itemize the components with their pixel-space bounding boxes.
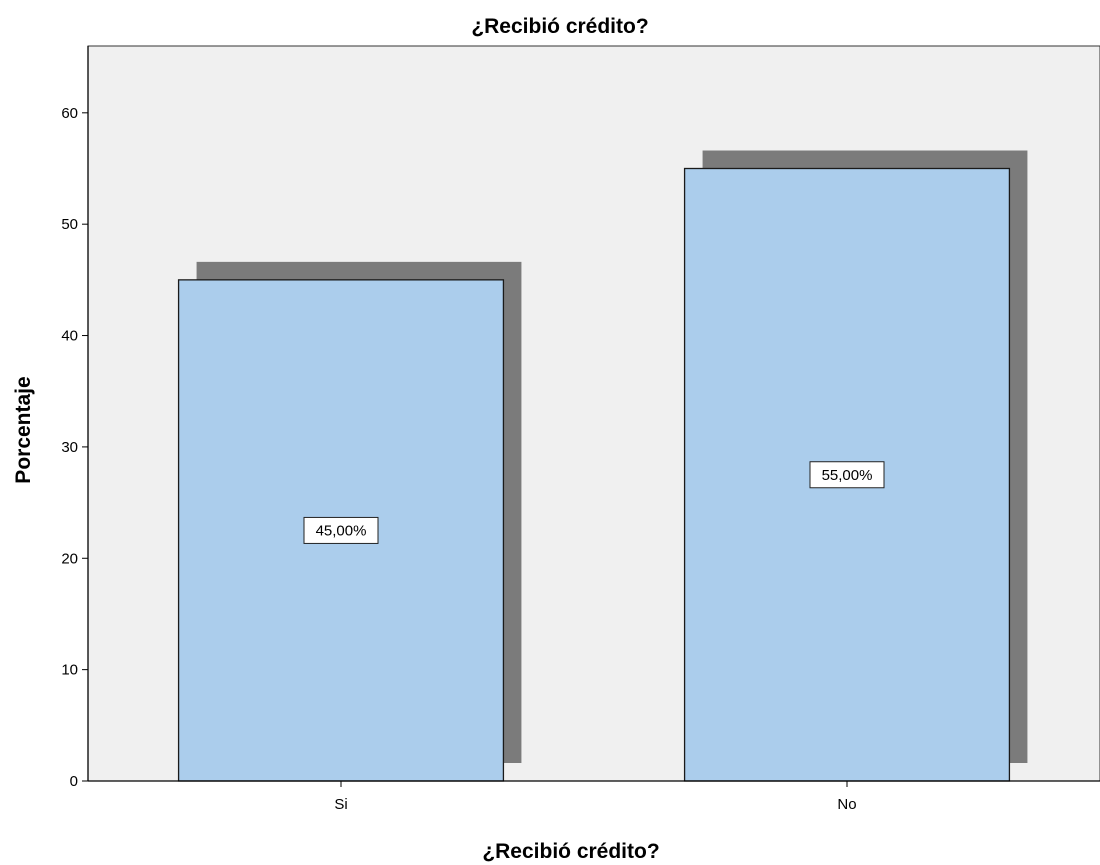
x-axis-title: ¿Recibió crédito? xyxy=(482,840,659,863)
chart-title: ¿Recibió crédito? xyxy=(471,15,648,38)
data-label-si: 45,00% xyxy=(316,522,367,539)
y-tick-label-20: 20 xyxy=(61,550,78,567)
y-tick-label-0: 0 xyxy=(70,773,78,790)
bars xyxy=(177,167,1011,782)
data-label-box-si xyxy=(303,516,379,544)
data-labels: 45,00% 55,00% xyxy=(303,461,885,544)
axes: Si No 0 10 20 30 40 50 60 xyxy=(61,46,1100,813)
y-tick-label-10: 10 xyxy=(61,662,78,679)
data-label-no: 55,00% xyxy=(822,467,873,484)
y-tick-label-50: 50 xyxy=(61,216,78,233)
y-tick-label-60: 60 xyxy=(61,105,78,122)
x-tick-label-si: Si xyxy=(334,796,347,813)
y-axis-title: Porcentaje xyxy=(12,376,35,483)
y-tick-label-40: 40 xyxy=(61,328,78,345)
x-tick-label-no: No xyxy=(837,796,856,813)
y-tick-label-30: 30 xyxy=(61,439,78,456)
data-label-box-no xyxy=(809,461,885,489)
